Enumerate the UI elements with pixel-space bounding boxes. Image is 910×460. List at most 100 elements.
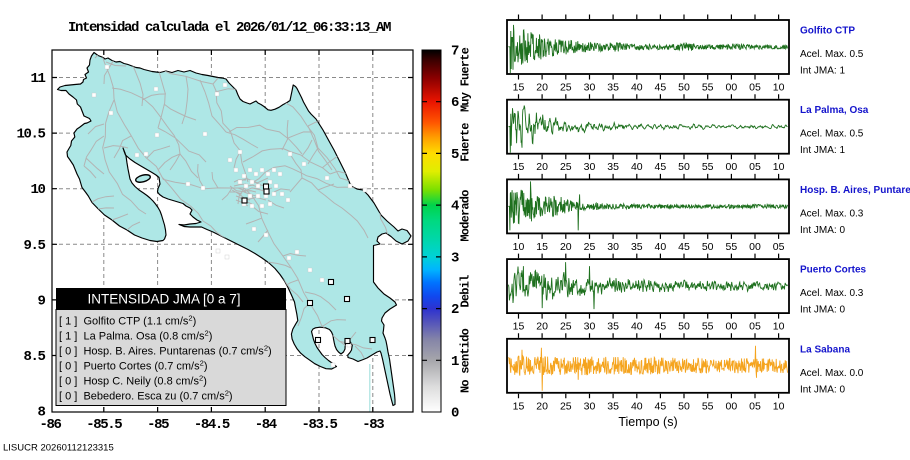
svg-text:25: 25: [560, 321, 572, 333]
svg-text:10: 10: [773, 400, 785, 412]
svg-text:10.5: 10.5: [16, 127, 45, 143]
svg-text:Acel. Max. 0.3: Acel. Max. 0.3: [800, 288, 864, 299]
svg-text:35: 35: [631, 241, 643, 253]
svg-text:20: 20: [560, 241, 572, 253]
svg-text:30: 30: [584, 321, 596, 333]
svg-text:LISUCR 20260112123315: LISUCR 20260112123315: [3, 443, 114, 454]
svg-text:3: 3: [451, 250, 459, 266]
svg-text:45: 45: [655, 400, 667, 412]
svg-text:50: 50: [678, 321, 690, 333]
svg-text:10: 10: [773, 161, 785, 173]
svg-text:Int JMA: 1: Int JMA: 1: [800, 66, 845, 77]
svg-text:5: 5: [451, 147, 459, 163]
svg-text:25: 25: [584, 241, 596, 253]
svg-text:20: 20: [536, 82, 548, 94]
svg-text:1: 1: [451, 354, 459, 370]
svg-text:00: 00: [726, 161, 738, 173]
svg-text:11: 11: [30, 71, 45, 87]
svg-text:00: 00: [726, 321, 738, 333]
svg-text:00: 00: [726, 82, 738, 94]
svg-text:30: 30: [584, 161, 596, 173]
svg-text:Intensidad calculada el 2026/0: Intensidad calculada el 2026/01/12_06:33…: [68, 20, 391, 36]
svg-text:05: 05: [749, 321, 761, 333]
svg-text:45: 45: [678, 241, 690, 253]
svg-text:[ 0 ] Hosp C. Neily (0.8 cm/s: [ 0 ] Hosp C. Neily (0.8 cm/s2): [59, 374, 207, 388]
svg-text:00: 00: [726, 400, 738, 412]
svg-text:50: 50: [678, 400, 690, 412]
svg-text:50: 50: [702, 241, 714, 253]
svg-text:[ 0 ] Bebedero. Esca zu (0.7: [ 0 ] Bebedero. Esca zu (0.7 cm/s2): [59, 389, 233, 403]
svg-text:No sentido: No sentido: [459, 328, 473, 393]
svg-text:Hosp. B. Aires, Puntarenas: Hosp. B. Aires, Puntarenas: [800, 185, 910, 196]
svg-text:INTENSIDAD JMA [0 a 7]: INTENSIDAD JMA [0 a 7]: [87, 292, 240, 307]
svg-text:00: 00: [749, 241, 761, 253]
svg-text:Tiempo (s): Tiempo (s): [618, 415, 677, 429]
svg-text:Fuerte: Fuerte: [459, 123, 473, 162]
svg-text:[ 1 ] La Palma. Osa (0.8 cm/s: [ 1 ] La Palma. Osa (0.8 cm/s2): [59, 329, 212, 343]
svg-text:50: 50: [678, 161, 690, 173]
svg-text:-84.5: -84.5: [194, 417, 230, 433]
svg-text:La Palma, Osa: La Palma, Osa: [800, 105, 869, 116]
svg-text:Acel. Max. 0.5: Acel. Max. 0.5: [800, 129, 864, 140]
svg-text:40: 40: [631, 400, 643, 412]
svg-text:05: 05: [749, 400, 761, 412]
svg-text:20: 20: [536, 161, 548, 173]
svg-text:2: 2: [451, 302, 459, 318]
svg-text:Int JMA: 1: Int JMA: 1: [800, 145, 845, 156]
svg-text:10: 10: [773, 82, 785, 94]
svg-text:15: 15: [513, 321, 525, 333]
svg-text:0: 0: [451, 406, 459, 422]
svg-text:50: 50: [678, 82, 690, 94]
svg-text:30: 30: [607, 241, 619, 253]
svg-text:Muy Fuerte: Muy Fuerte: [459, 47, 473, 112]
svg-text:05: 05: [749, 161, 761, 173]
svg-text:9: 9: [37, 293, 45, 309]
svg-text:55: 55: [702, 321, 714, 333]
svg-text:35: 35: [607, 161, 619, 173]
svg-text:20: 20: [536, 321, 548, 333]
svg-text:8: 8: [37, 405, 45, 421]
svg-text:35: 35: [607, 82, 619, 94]
svg-text:40: 40: [655, 241, 667, 253]
svg-text:-84: -84: [255, 417, 277, 433]
svg-text:15: 15: [513, 82, 525, 94]
svg-text:-83.5: -83.5: [301, 417, 337, 433]
svg-text:45: 45: [655, 82, 667, 94]
svg-text:30: 30: [584, 400, 596, 412]
svg-text:40: 40: [631, 161, 643, 173]
svg-text:40: 40: [631, 82, 643, 94]
svg-text:Acel. Max. 0.3: Acel. Max. 0.3: [800, 208, 864, 219]
svg-text:30: 30: [584, 82, 596, 94]
svg-text:7: 7: [451, 44, 459, 60]
svg-text:10: 10: [513, 241, 525, 253]
svg-text:35: 35: [607, 321, 619, 333]
svg-text:45: 45: [655, 161, 667, 173]
svg-text:15: 15: [513, 400, 525, 412]
svg-text:25: 25: [560, 161, 572, 173]
svg-text:[ 0 ] Hosp. B. Aires. Puntare: [ 0 ] Hosp. B. Aires. Puntarenas (0.7 cm…: [59, 344, 272, 358]
svg-text:40: 40: [631, 321, 643, 333]
svg-text:[ 0 ] Puerto Cortes (0.7 cm/s: [ 0 ] Puerto Cortes (0.7 cm/s2): [59, 359, 208, 373]
svg-text:25: 25: [560, 82, 572, 94]
svg-text:20: 20: [536, 400, 548, 412]
svg-text:15: 15: [513, 161, 525, 173]
svg-text:55: 55: [702, 400, 714, 412]
svg-text:-85.5: -85.5: [86, 417, 122, 433]
svg-text:-86: -86: [39, 417, 61, 433]
svg-text:9.5: 9.5: [23, 238, 45, 254]
svg-text:Debil: Debil: [459, 275, 473, 308]
svg-text:-85: -85: [147, 417, 169, 433]
svg-text:Int JMA: 0: Int JMA: 0: [800, 305, 845, 316]
svg-text:05: 05: [749, 82, 761, 94]
svg-text:Golfito CTP: Golfito CTP: [800, 26, 855, 37]
svg-text:55: 55: [702, 82, 714, 94]
svg-text:10: 10: [30, 182, 45, 198]
svg-text:55: 55: [726, 241, 738, 253]
svg-text:05: 05: [773, 241, 785, 253]
svg-text:25: 25: [560, 400, 572, 412]
svg-text:55: 55: [702, 161, 714, 173]
svg-text:Moderado: Moderado: [459, 190, 473, 242]
svg-text:[ 1 ] Golfito CTP (1.1 cm/s2): [ 1 ] Golfito CTP (1.1 cm/s2): [59, 314, 196, 328]
svg-text:45: 45: [655, 321, 667, 333]
svg-text:10: 10: [773, 321, 785, 333]
